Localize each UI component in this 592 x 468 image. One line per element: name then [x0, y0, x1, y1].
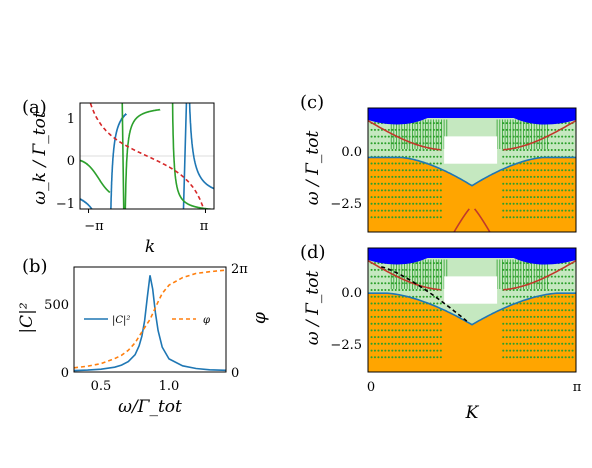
panel-b-ytick-right-2pi: 2π: [231, 262, 248, 277]
panel-a: (a) 1 0 −1 −π π k ω_k / Γ_tot: [22, 97, 215, 257]
panel-d-ytick-neg2.5: −2.5: [330, 338, 362, 353]
band-blue-boundary: [368, 156, 576, 187]
panel-a-series: [80, 103, 214, 209]
panel-b: (b) 0 500 0 2π 0.5 1.0 ω/Γ_tot |C|² φ |C…: [17, 256, 270, 417]
band-red-curve-left: [368, 259, 441, 291]
band-red-curve-right: [503, 119, 576, 151]
panel-d-xtick-pi: π: [573, 380, 582, 395]
band-black-dashed: [381, 266, 468, 323]
band-white-gap: [444, 136, 498, 164]
band-deep-blue-strip: [368, 108, 576, 125]
band-white-gap: [444, 276, 498, 304]
panel-b-legend: |C|² φ: [84, 315, 210, 326]
panel-c-frame: [367, 107, 577, 233]
band-red-tip-left: [453, 208, 470, 232]
panel-a-ytick-1: 1: [67, 112, 75, 127]
panel-a-ytick-neg1: −1: [56, 197, 75, 212]
panel-b-xtick-1.0: 1.0: [159, 379, 180, 394]
band-deep-blue-strip: [368, 248, 576, 265]
panel-d-plot: [368, 248, 576, 372]
panel-c-ytick-0: 0.0: [341, 145, 362, 160]
panel-d-frame: [367, 247, 577, 373]
legend-label-c2: |C|²: [112, 315, 130, 326]
panel-c-ylabel: ω / Γ_tot: [303, 131, 323, 206]
panel-b-ytick-right-0: 0: [231, 366, 239, 381]
band-blue-boundary: [368, 292, 576, 326]
panel-d-xtick-0: 0: [367, 380, 375, 395]
panel-a-xlabel: k: [145, 237, 155, 257]
panel-a-xtick-pi: π: [200, 219, 209, 234]
panel-d-label: (d): [300, 242, 326, 263]
panel-b-xtick-0.5: 0.5: [91, 379, 112, 394]
panel-d-ytick-0: 0.0: [341, 286, 362, 301]
panel-b-ylabel-right: φ: [250, 312, 270, 324]
panel-a-green-branch-2: [121, 103, 161, 209]
panel-a-red-dashed: [89, 103, 205, 209]
panel-b-ytick-500: 500: [44, 298, 69, 313]
panel-a-blue-branch-1: [80, 198, 93, 209]
panel-a-frame: [79, 102, 215, 210]
panel-b-ylabel-left: |C|²: [17, 302, 37, 333]
panel-a-ylabel: ω_k / Γ_tot: [30, 111, 50, 205]
panel-b-label: (b): [22, 256, 48, 277]
band-red-curve-right: [503, 259, 576, 291]
panel-a-ytick-0: 0: [67, 154, 75, 169]
panel-c-plot: [368, 108, 576, 232]
panel-d: (d) 0.0 −2.5 0 π K ω / Γ_tot: [300, 242, 582, 423]
panel-c: (c) 0.0 −2.5 ω / Γ_tot: [300, 92, 577, 233]
panel-a-xtick-negpi: −π: [84, 219, 104, 234]
panel-b-ytick-0: 0: [61, 366, 69, 381]
panel-c-label: (c): [300, 92, 324, 113]
legend-label-phi: φ: [203, 315, 210, 326]
band-red-curve-left: [368, 119, 441, 151]
panel-b-xlabel: ω/Γ_tot: [118, 397, 182, 417]
panel-a-blue-branch-3: [182, 103, 214, 209]
panel-b-series-0: [74, 275, 226, 372]
panel-a-label: (a): [22, 97, 47, 118]
panel-c-ytick-neg2.5: −2.5: [330, 197, 362, 212]
panel-b-series: [74, 269, 226, 372]
panel-d-xlabel: K: [465, 403, 480, 423]
panel-b-frame: [73, 266, 227, 373]
panel-a-green-branch-1: [80, 159, 111, 193]
panel-b-series-1: [74, 269, 226, 369]
band-red-tip-right: [473, 208, 491, 232]
panel-d-ylabel: ω / Γ_tot: [303, 271, 323, 346]
band-orange-fill: [368, 293, 576, 372]
